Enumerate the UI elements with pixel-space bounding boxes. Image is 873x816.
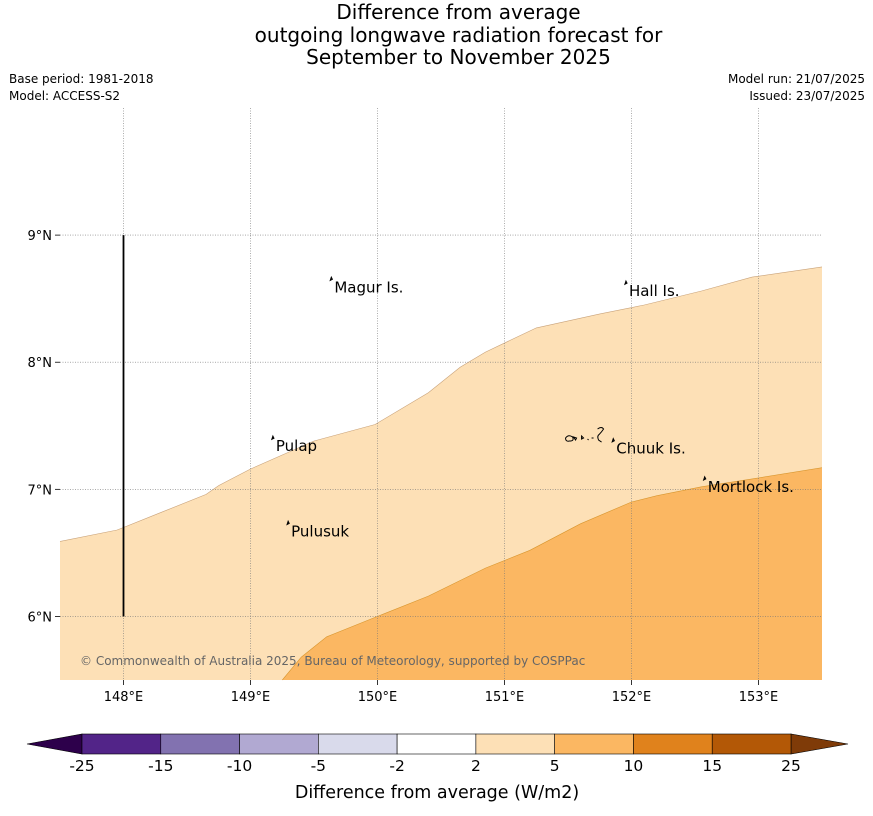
contour-band-5-10 (282, 467, 822, 680)
colorbar-segment (554, 733, 634, 755)
lat-tick-label: 9°N (28, 229, 53, 244)
island-outline (329, 275, 334, 282)
title-line-2: outgoing longwave radiation forecast for (254, 22, 663, 47)
contour-bands (59, 266, 823, 681)
colorbar-segment (475, 733, 555, 755)
colorbar-tick-label: 25 (781, 757, 801, 775)
colorbar-tick-label: -15 (148, 757, 173, 775)
colorbar: -25 -15 -10 -5 -2 2 5 10 15 25 (26, 733, 849, 775)
lon-tick-label: 151°E (485, 690, 525, 705)
colorbar-under-arrow (26, 733, 83, 755)
meta-left: Base period: 1981-2018 Model: ACCESS-S2 (9, 71, 154, 105)
colorbar-segment (711, 733, 792, 755)
island-outline (270, 434, 275, 441)
model-run-text: Model run: 21/07/2025 (727, 72, 865, 86)
colorbar-segment (81, 733, 162, 755)
title-line-3: September to November 2025 (306, 45, 611, 69)
colorbar-segment (318, 733, 398, 755)
colorbar-over-arrow (790, 733, 849, 755)
chuuk-lagoon-outline (565, 427, 605, 443)
colorbar-segment (160, 733, 240, 755)
lon-tick-label: 150°E (358, 690, 398, 705)
copyright-text: © Commonwealth of Australia 2025, Bureau… (80, 654, 585, 668)
colorbar-tick-label: -5 (311, 757, 326, 775)
place-label: Chuuk Is. (616, 440, 685, 458)
map-gridlines: 148°E 149°E 150°E 151°E 152°E 153°E 6°N 7°N 8°N 9… (28, 108, 822, 705)
place-label: Mortlock Is. (708, 478, 794, 496)
island-outline (286, 519, 290, 526)
island-outline (702, 475, 707, 481)
colorbar-tick-label: 10 (624, 757, 644, 775)
place-label: Pulusuk (291, 522, 349, 540)
meta-right: Model run: 21/07/2025 Issued: 23/07/2025 (728, 71, 865, 105)
place-label: Pulap (276, 437, 317, 455)
colorbar-tick-label: -10 (227, 757, 252, 775)
contour-line-2 (59, 266, 823, 542)
colorbar-tick-label: 5 (550, 757, 560, 775)
colorbar-tick-label: 15 (702, 757, 722, 775)
colorbar-tick-label: -25 (69, 757, 94, 775)
issued-text: Issued: 23/07/2025 (749, 89, 865, 103)
lat-tick-label: 6°N (28, 610, 53, 625)
model-text: Model: ACCESS-S2 (9, 89, 121, 103)
colorbar-segment (396, 733, 477, 755)
colorbar-tick-label: 2 (471, 757, 481, 775)
contour-line-5 (282, 467, 823, 681)
lon-tick-label: 149°E (231, 690, 271, 705)
island-outline (624, 279, 628, 286)
title-line-1: Difference from average (336, 0, 581, 24)
colorbar-tick-label: -2 (389, 757, 404, 775)
island-outline (611, 437, 615, 443)
colorbar-label: Difference from average (W/m2) (295, 783, 579, 803)
base-period-text: Base period: 1981-2018 (9, 72, 154, 86)
lon-tick-label: 153°E (739, 690, 779, 705)
lat-tick-label: 7°N (28, 483, 53, 498)
lon-tick-label: 148°E (104, 690, 144, 705)
lat-tick-label: 8°N (28, 356, 53, 371)
map-title: Difference from average outgoing longwav… (0, 0, 873, 69)
place-label: Hall Is. (629, 282, 680, 300)
place-label: Magur Is. (334, 278, 403, 296)
colorbar-segment (633, 733, 713, 755)
lon-tick-label: 152°E (612, 690, 652, 705)
map-labels: Magur Is. Hall Is. Pulap Chuuk Is. Mortlock … (276, 278, 794, 540)
colorbar-segment (239, 733, 319, 755)
island-outlines (270, 275, 707, 526)
